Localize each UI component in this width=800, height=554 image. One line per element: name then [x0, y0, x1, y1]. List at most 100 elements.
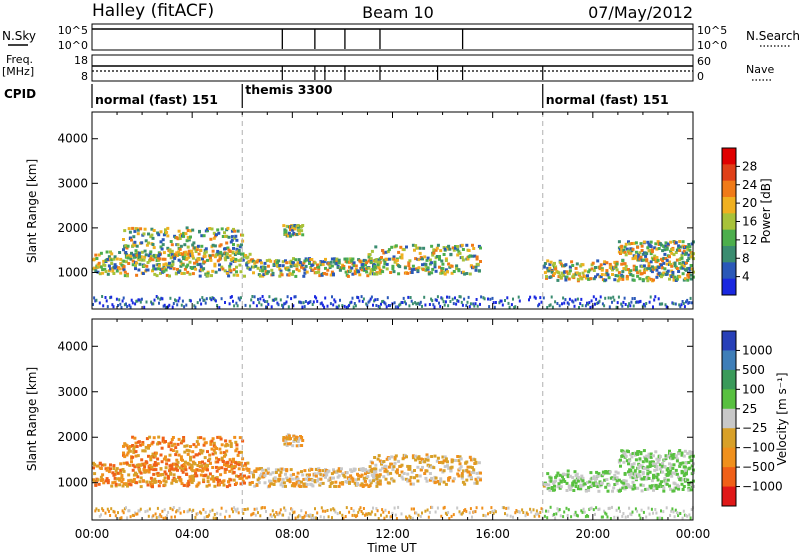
- echo-cell: [244, 508, 247, 511]
- echo-cell: [501, 506, 504, 509]
- echo-cell: [675, 267, 679, 270]
- echo-cell: [508, 305, 511, 309]
- echo-cell: [191, 478, 195, 482]
- echo-cell: [297, 229, 301, 232]
- echo-cell: [123, 303, 126, 307]
- echo-cell: [205, 465, 209, 469]
- echo-cell: [413, 267, 416, 271]
- echo-cell: [127, 262, 131, 265]
- echo-cell: [402, 296, 405, 300]
- echo-cell: [381, 508, 384, 512]
- echo-cell: [321, 262, 325, 266]
- echo-cell: [439, 304, 442, 308]
- echo-cell: [637, 450, 641, 453]
- echo-cell: [588, 301, 591, 305]
- echo-cell: [320, 273, 324, 277]
- echo-cell: [194, 250, 198, 253]
- echo-cell: [273, 298, 275, 302]
- echo-cell: [191, 509, 193, 513]
- echo-cell: [474, 460, 478, 464]
- echo-cell: [185, 239, 189, 243]
- echo-cell: [232, 227, 235, 231]
- echo-cell: [275, 511, 278, 514]
- echo-cell: [328, 264, 332, 268]
- echo-cell: [652, 460, 655, 464]
- echo-cell: [213, 298, 216, 302]
- echo-cell: [375, 473, 379, 477]
- date-title: 07/May/2012: [588, 3, 693, 22]
- echo-cell: [377, 304, 380, 308]
- echo-cell: [418, 302, 421, 306]
- echo-cell: [345, 260, 349, 264]
- echo-cell: [573, 479, 577, 483]
- echo-cell: [262, 273, 266, 277]
- echo-cell: [498, 301, 501, 305]
- echo-cell: [637, 466, 641, 470]
- echo-cell: [586, 274, 589, 278]
- echo-cell: [471, 254, 474, 258]
- echo-cell: [434, 476, 438, 480]
- echo-cell: [291, 444, 295, 448]
- echo-cell: [394, 513, 397, 517]
- echo-cell: [376, 264, 380, 268]
- echo-cell: [125, 302, 127, 306]
- echo-cell: [122, 469, 126, 473]
- echo-cell: [278, 267, 282, 271]
- echo-cell: [645, 477, 649, 481]
- echo-cell: [284, 301, 287, 305]
- echo-cell: [600, 474, 604, 478]
- echo-cell: [213, 244, 217, 248]
- echo-cell: [639, 452, 643, 456]
- echo-cell: [322, 260, 326, 264]
- echo-cell: [107, 255, 111, 259]
- echo-cell: [97, 482, 101, 486]
- echo-cell: [199, 510, 201, 514]
- echo-cell: [556, 507, 559, 511]
- echo-cell: [105, 477, 109, 481]
- echo-cell: [592, 269, 596, 272]
- echo-cell: [458, 467, 462, 471]
- echo-cell: [227, 480, 231, 484]
- echo-cell: [657, 266, 661, 269]
- echo-cell: [296, 261, 300, 265]
- echo-cell: [614, 274, 618, 278]
- echo-cell: [368, 299, 371, 303]
- echo-cell: [472, 468, 476, 472]
- echo-cell: [576, 487, 580, 491]
- echo-cell: [674, 468, 678, 472]
- echo-cell: [234, 440, 238, 444]
- echo-cell: [553, 484, 556, 488]
- echo-cell: [418, 461, 422, 464]
- echo-cell: [125, 246, 129, 250]
- echo-cell: [151, 243, 155, 246]
- echo-cell: [567, 484, 571, 488]
- echo-cell: [389, 271, 393, 274]
- echo-cell: [438, 482, 441, 486]
- echo-cell: [167, 305, 170, 309]
- echo-cell: [662, 486, 666, 490]
- echo-cell: [402, 472, 406, 475]
- echo-cell: [415, 267, 419, 271]
- echo-cell: [303, 268, 307, 272]
- echo-cell: [624, 515, 627, 519]
- echo-cell: [493, 305, 496, 309]
- echo-cell: [95, 298, 98, 302]
- echo-cell: [367, 512, 370, 515]
- echo-cell: [95, 257, 99, 260]
- echo-cell: [392, 270, 396, 274]
- echo-cell: [143, 449, 147, 453]
- echo-cell: [329, 273, 333, 277]
- echo-cell: [650, 250, 654, 254]
- power-colorbar-tick-label: 24: [742, 178, 757, 192]
- echo-cell: [356, 514, 359, 518]
- echo-cell: [112, 305, 115, 309]
- echo-cell: [656, 460, 660, 464]
- echo-cell: [225, 485, 229, 489]
- echo-cell: [228, 302, 231, 306]
- echo-cell: [350, 259, 354, 263]
- echo-cell: [589, 471, 593, 475]
- echo-cell: [333, 508, 336, 512]
- echo-cell: [377, 266, 381, 270]
- echo-cell: [630, 463, 634, 467]
- echo-cell: [450, 465, 454, 469]
